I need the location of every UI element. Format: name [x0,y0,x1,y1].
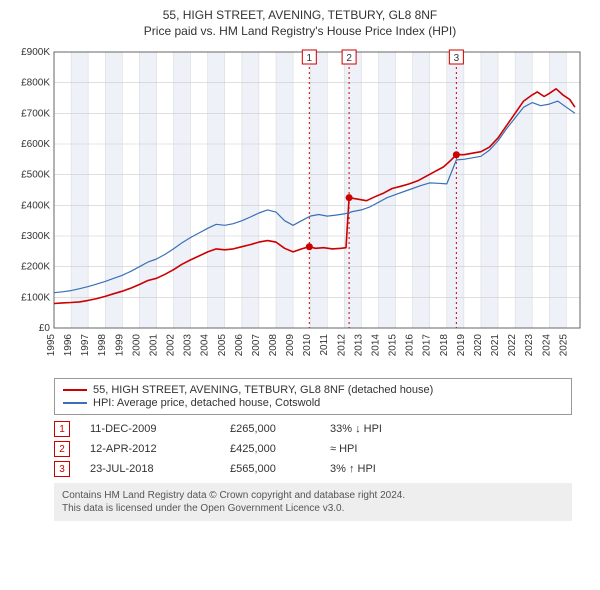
svg-text:£900K: £900K [21,47,50,58]
svg-text:2025: 2025 [558,334,569,357]
sale-date: 11-DEC-2009 [90,423,230,435]
svg-text:1999: 1999 [114,334,125,357]
footer-attribution: Contains HM Land Registry data © Crown c… [54,483,572,521]
legend-item: HPI: Average price, detached house, Cots… [63,397,563,409]
svg-text:2024: 2024 [541,334,552,357]
sale-delta: 3% ↑ HPI [330,463,450,475]
svg-text:2008: 2008 [268,334,279,357]
svg-text:2016: 2016 [405,334,416,357]
footer-line2: This data is licensed under the Open Gov… [62,502,564,515]
sale-row: 1 11-DEC-2009£265,00033% ↓ HPI [54,421,572,437]
legend: 55, HIGH STREET, AVENING, TETBURY, GL8 8… [54,378,572,415]
svg-text:£400K: £400K [21,200,50,211]
legend-swatch [63,389,87,391]
legend-label: HPI: Average price, detached house, Cots… [93,397,320,409]
legend-item: 55, HIGH STREET, AVENING, TETBURY, GL8 8… [63,384,563,396]
sale-delta: ≈ HPI [330,443,450,455]
svg-text:£800K: £800K [21,78,50,89]
svg-text:2009: 2009 [285,334,296,357]
sale-marker: 3 [54,461,70,477]
svg-text:2005: 2005 [217,334,228,357]
svg-text:2003: 2003 [183,334,194,357]
sale-price: £265,000 [230,423,330,435]
svg-text:2014: 2014 [370,334,381,357]
svg-text:£100K: £100K [21,292,50,303]
svg-text:2020: 2020 [473,334,484,357]
svg-text:2018: 2018 [439,334,450,357]
svg-text:2011: 2011 [319,334,330,356]
svg-text:£500K: £500K [21,170,50,181]
sale-marker: 1 [54,421,70,437]
sale-date: 12-APR-2012 [90,443,230,455]
svg-text:2012: 2012 [336,334,347,357]
svg-text:3: 3 [454,53,460,64]
svg-text:2002: 2002 [166,334,177,357]
legend-swatch [63,402,87,404]
svg-text:2001: 2001 [148,334,159,357]
svg-text:2013: 2013 [353,334,364,357]
svg-text:2007: 2007 [251,334,262,357]
svg-text:2022: 2022 [507,334,518,357]
sale-marker: 2 [54,441,70,457]
chart-title: 55, HIGH STREET, AVENING, TETBURY, GL8 8… [8,8,592,38]
title-line2: Price paid vs. HM Land Registry's House … [8,24,592,38]
price-chart: £0 £100K £200K £300K £400K £500K £600K £700K £80… [8,42,592,372]
svg-text:2021: 2021 [490,334,501,357]
svg-text:2000: 2000 [131,334,142,357]
svg-text:2006: 2006 [234,334,245,357]
sale-row: 3 23-JUL-2018£565,0003% ↑ HPI [54,461,572,477]
title-line1: 55, HIGH STREET, AVENING, TETBURY, GL8 8… [8,8,592,22]
sales-table: 1 11-DEC-2009£265,00033% ↓ HPI 2 12-APR-201… [54,421,572,477]
svg-text:2: 2 [346,53,352,64]
sale-price: £565,000 [230,463,330,475]
svg-text:£600K: £600K [21,139,50,150]
svg-text:2004: 2004 [200,334,211,357]
svg-text:1996: 1996 [63,334,74,357]
sale-delta: 33% ↓ HPI [330,423,450,435]
svg-text:1997: 1997 [80,334,91,357]
svg-text:2015: 2015 [388,334,399,357]
footer-line1: Contains HM Land Registry data © Crown c… [62,489,564,502]
svg-text:£300K: £300K [21,231,50,242]
svg-text:2017: 2017 [422,334,433,357]
sale-row: 2 12-APR-2012£425,000≈ HPI [54,441,572,457]
svg-text:1: 1 [307,53,313,64]
svg-text:2019: 2019 [456,334,467,357]
svg-text:2023: 2023 [524,334,535,357]
svg-text:2010: 2010 [302,334,313,357]
svg-text:£0: £0 [39,323,51,334]
legend-label: 55, HIGH STREET, AVENING, TETBURY, GL8 8… [93,384,433,396]
sale-price: £425,000 [230,443,330,455]
sale-date: 23-JUL-2018 [90,463,230,475]
svg-text:£700K: £700K [21,108,50,119]
svg-text:1995: 1995 [46,334,57,357]
svg-text:1998: 1998 [97,334,108,357]
svg-text:£200K: £200K [21,262,50,273]
